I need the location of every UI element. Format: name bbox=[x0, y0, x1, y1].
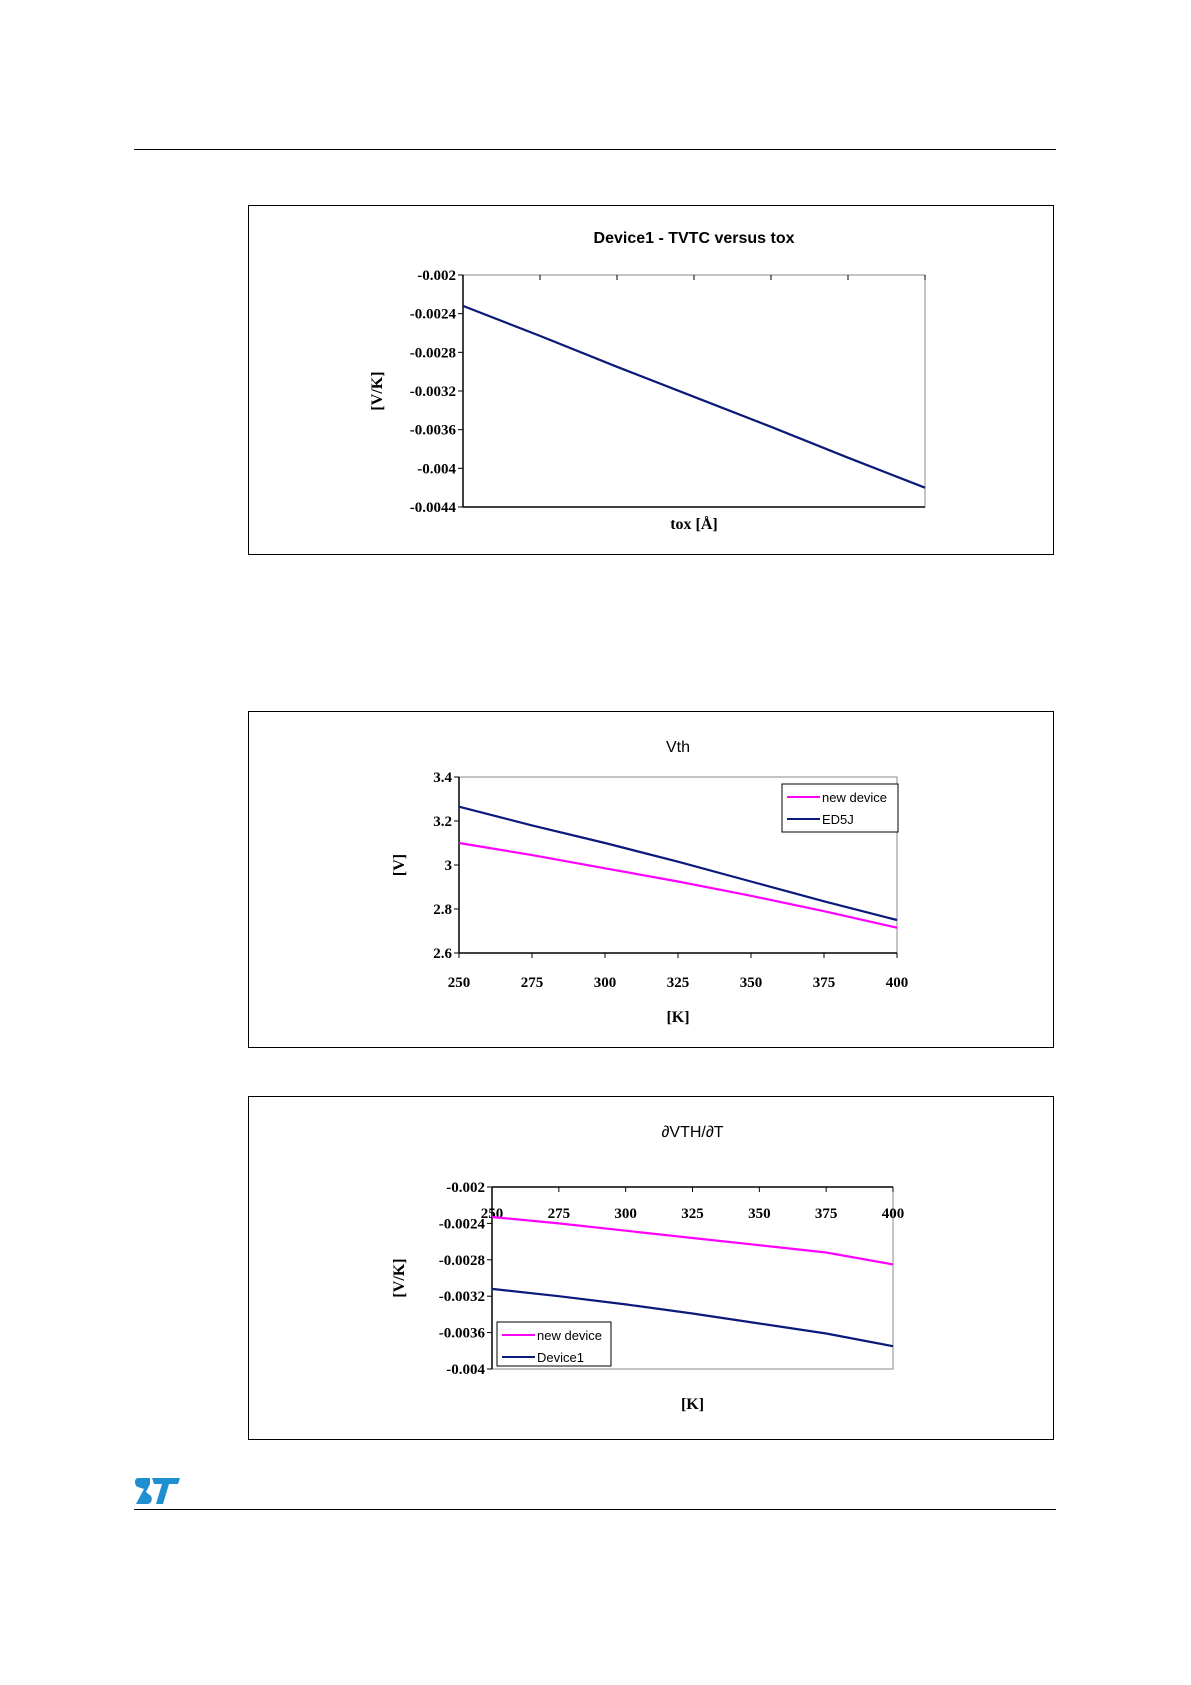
chart-title: Device1 - TVTC versus tox bbox=[594, 230, 795, 247]
y-tick-label: -0.004 bbox=[446, 1362, 485, 1378]
y-axis-label: [V] bbox=[391, 854, 408, 876]
y-tick-label: 3.4 bbox=[433, 770, 452, 786]
chart-tvtc-versus-tox: Device1 - TVTC versus tox -0.002 -0.0024 -0… bbox=[248, 205, 1054, 555]
y-tick-label: -0.002 bbox=[417, 268, 456, 284]
x-axis-label: [K] bbox=[681, 1396, 704, 1413]
y-tick-label: -0.0032 bbox=[410, 384, 456, 400]
x-tick-label: 350 bbox=[740, 975, 763, 991]
x-tick-label: 325 bbox=[681, 1206, 704, 1222]
x-tick-label: 325 bbox=[667, 975, 690, 991]
y-tick-label: -0.004 bbox=[417, 461, 456, 477]
legend-label: Device1 bbox=[537, 1350, 584, 1365]
x-tick-label: 400 bbox=[886, 975, 909, 991]
y-tick-label: -0.0024 bbox=[439, 1216, 486, 1232]
legend-label: new device bbox=[537, 1328, 602, 1343]
legend-label: ED5J bbox=[822, 812, 854, 827]
header-rule bbox=[134, 149, 1056, 150]
legend-box bbox=[496, 1321, 612, 1367]
x-tick-label: 375 bbox=[813, 975, 836, 991]
y-tick-label: -0.0028 bbox=[439, 1253, 485, 1269]
x-tick-label: 275 bbox=[521, 975, 544, 991]
y-axis-label: [V/K] bbox=[391, 1258, 408, 1297]
footer-rule bbox=[134, 1509, 1056, 1510]
y-tick-label: -0.0036 bbox=[439, 1326, 486, 1342]
x-tick-label: 250 bbox=[448, 975, 471, 991]
chart-dvth-dt: ∂VTH/∂T -0.002 -0.0024 -0.0028 -0.0032 -0.003… bbox=[248, 1096, 1054, 1440]
plot-area bbox=[462, 274, 926, 508]
chart-title: ∂VTH/∂T bbox=[661, 1124, 723, 1141]
x-tick-label: 250 bbox=[481, 1206, 504, 1222]
y-tick-label: 3 bbox=[445, 858, 453, 874]
x-tick-label: 275 bbox=[548, 1206, 571, 1222]
series-line-new-device bbox=[491, 1215, 894, 1266]
y-tick-label: -0.0024 bbox=[410, 307, 457, 323]
chart-vth: Vth 2.6 2.8 3 3.2 3.4 250 275 300 325 350 375 400 [K]… bbox=[248, 711, 1054, 1048]
y-axis-label: [V/K] bbox=[369, 371, 386, 410]
chart-title: Vth bbox=[666, 739, 690, 756]
st-logo-icon bbox=[135, 1478, 180, 1504]
y-tick-label: -0.002 bbox=[446, 1180, 485, 1196]
series-line-ed5j bbox=[458, 805, 898, 922]
y-tick-label: -0.0032 bbox=[439, 1289, 485, 1305]
x-axis-label: tox [Å] bbox=[670, 515, 718, 533]
y-tick-label: 2.8 bbox=[433, 902, 452, 918]
y-tick-label: -0.0036 bbox=[410, 423, 457, 439]
x-tick-label: 375 bbox=[815, 1206, 838, 1222]
st-logo bbox=[134, 1476, 182, 1511]
y-tick-label: 3.2 bbox=[433, 814, 452, 830]
series-line-0-0 bbox=[462, 304, 926, 489]
chart-tvtc-svg: Device1 - TVTC versus tox -0.002 -0.0024 -0… bbox=[369, 230, 926, 533]
y-tick-label: 2.6 bbox=[433, 946, 452, 962]
y-tick-label: -0.0028 bbox=[410, 345, 456, 361]
x-tick-label: 400 bbox=[882, 1206, 905, 1222]
legend-box bbox=[781, 783, 899, 833]
x-tick-label: 300 bbox=[594, 975, 617, 991]
chart-vth-svg: Vth 2.6 2.8 3 3.2 3.4 250 275 300 325 350 375 400 [K]… bbox=[391, 739, 909, 1026]
x-tick-label: 300 bbox=[614, 1206, 637, 1222]
chart-dvth-dt-svg: ∂VTH/∂T -0.002 -0.0024 -0.0028 -0.0032 -0.003… bbox=[391, 1124, 905, 1413]
x-tick-label: 350 bbox=[748, 1206, 771, 1222]
x-axis-label: [K] bbox=[666, 1009, 689, 1026]
legend-label: new device bbox=[822, 790, 887, 805]
y-tick-label: -0.0044 bbox=[410, 500, 457, 516]
series-line-device1 bbox=[491, 1287, 894, 1348]
series-line-new-device bbox=[458, 841, 898, 929]
